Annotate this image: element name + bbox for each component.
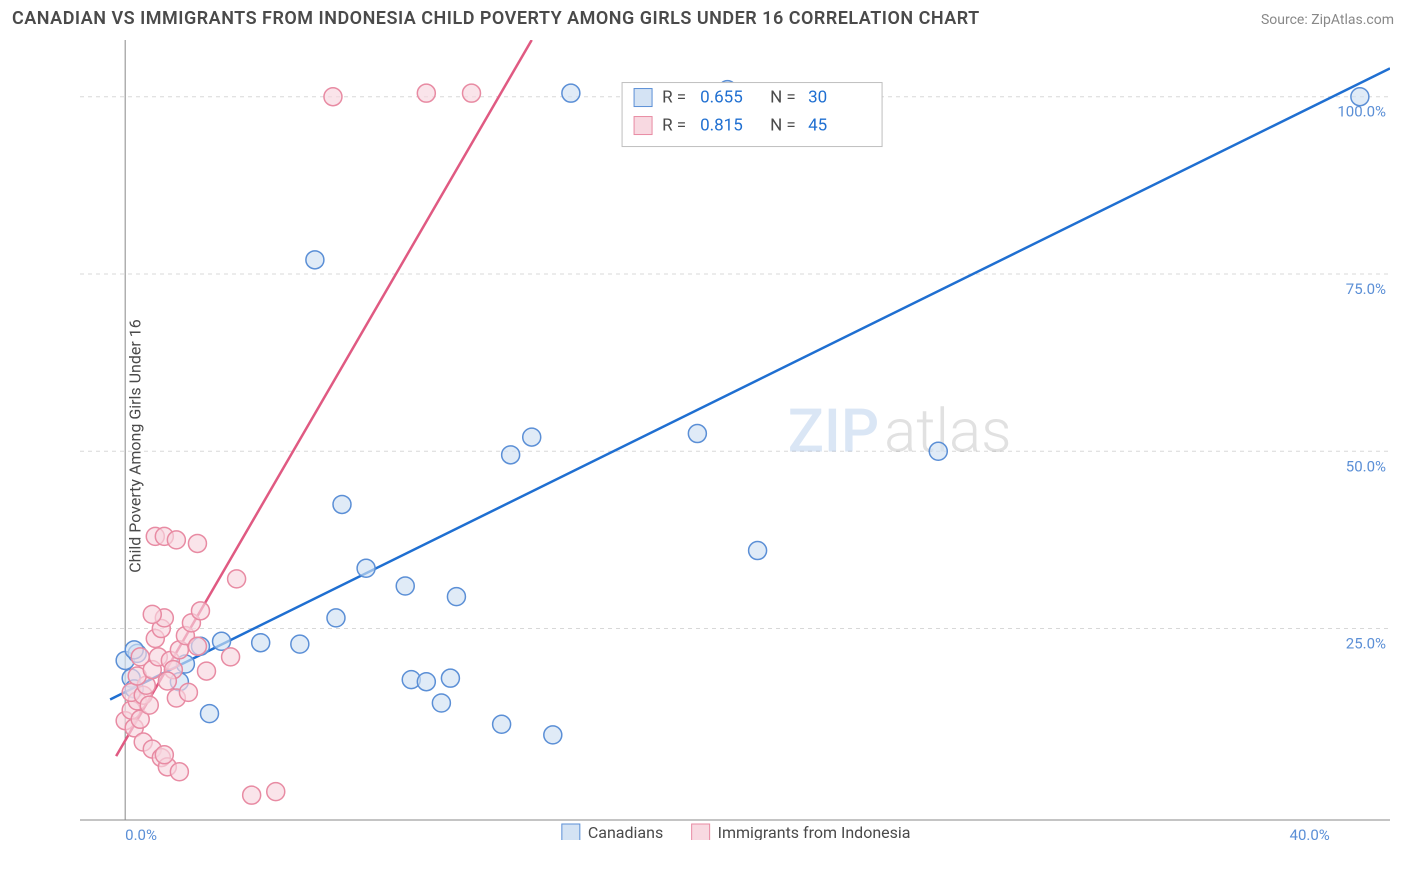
data-point bbox=[188, 534, 206, 552]
data-point bbox=[197, 662, 215, 680]
y-tick-label: 50.0% bbox=[1346, 457, 1386, 475]
y-tick-label: 75.0% bbox=[1346, 280, 1386, 298]
legend-swatch-icon bbox=[634, 117, 652, 135]
data-point bbox=[357, 559, 375, 577]
data-point bbox=[228, 570, 246, 588]
svg-text:ZIP: ZIP bbox=[788, 395, 879, 466]
legend-swatch-icon bbox=[562, 824, 580, 840]
data-point bbox=[688, 425, 706, 443]
data-point bbox=[396, 577, 414, 595]
watermark: ZIPatlas bbox=[788, 395, 1012, 466]
legend-series: Canadians Immigrants from Indonesia bbox=[562, 823, 911, 840]
data-point bbox=[417, 84, 435, 102]
data-point bbox=[170, 763, 188, 781]
data-point bbox=[291, 635, 309, 653]
legend-series-label: Canadians bbox=[588, 823, 663, 840]
data-point bbox=[929, 442, 947, 460]
data-point bbox=[188, 637, 206, 655]
x-tick-label: 40.0% bbox=[1290, 826, 1330, 840]
data-point bbox=[306, 251, 324, 269]
data-point bbox=[523, 428, 541, 446]
data-point bbox=[562, 84, 580, 102]
data-point bbox=[267, 783, 285, 801]
trend-line-0 bbox=[110, 68, 1390, 699]
svg-text:R =: R = bbox=[662, 88, 686, 108]
legend-series-label: Immigrants from Indonesia bbox=[718, 823, 911, 840]
legend-swatch-icon bbox=[692, 824, 710, 840]
x-tick-label: 0.0% bbox=[125, 826, 157, 840]
data-point bbox=[1351, 88, 1369, 106]
data-point bbox=[462, 84, 480, 102]
legend-stats: R = 0.655 N = 30 R = 0.815 N = 45 bbox=[622, 83, 882, 147]
svg-text:45: 45 bbox=[808, 116, 827, 136]
data-point bbox=[200, 705, 218, 723]
legend-swatch-icon bbox=[634, 89, 652, 107]
svg-text:0.655: 0.655 bbox=[700, 88, 743, 108]
data-point bbox=[432, 694, 450, 712]
svg-text:0.815: 0.815 bbox=[700, 116, 743, 136]
data-point bbox=[447, 588, 465, 606]
data-point bbox=[544, 726, 562, 744]
chart-source: Source: ZipAtlas.com bbox=[1261, 12, 1394, 28]
chart-header: CANADIAN VS IMMIGRANTS FROM INDONESIA CH… bbox=[12, 8, 1394, 29]
data-point bbox=[158, 672, 176, 690]
data-point bbox=[140, 696, 158, 714]
chart-title: CANADIAN VS IMMIGRANTS FROM INDONESIA CH… bbox=[12, 8, 980, 29]
data-point bbox=[327, 609, 345, 627]
data-point bbox=[243, 786, 261, 804]
data-point bbox=[333, 495, 351, 513]
svg-text:30: 30 bbox=[808, 88, 827, 108]
data-point bbox=[493, 715, 511, 733]
data-point bbox=[417, 673, 435, 691]
svg-text:N =: N = bbox=[770, 88, 796, 108]
svg-text:atlas: atlas bbox=[884, 395, 1012, 466]
data-point bbox=[167, 531, 185, 549]
data-point bbox=[191, 602, 209, 620]
data-point bbox=[222, 648, 240, 666]
chart-plot-area: 25.0%50.0%75.0%100.0%ZIPatlas0.0%40.0%R … bbox=[50, 40, 1390, 840]
data-point bbox=[179, 683, 197, 701]
data-point bbox=[143, 605, 161, 623]
scatter-chart-svg: 25.0%50.0%75.0%100.0%ZIPatlas0.0%40.0%R … bbox=[50, 40, 1390, 840]
data-point bbox=[502, 446, 520, 464]
svg-text:N =: N = bbox=[770, 116, 796, 136]
y-tick-label: 25.0% bbox=[1346, 635, 1386, 653]
data-point bbox=[252, 634, 270, 652]
data-point bbox=[324, 88, 342, 106]
data-point bbox=[441, 669, 459, 687]
data-point bbox=[749, 542, 767, 560]
data-point bbox=[155, 746, 173, 764]
svg-text:R =: R = bbox=[662, 116, 686, 136]
